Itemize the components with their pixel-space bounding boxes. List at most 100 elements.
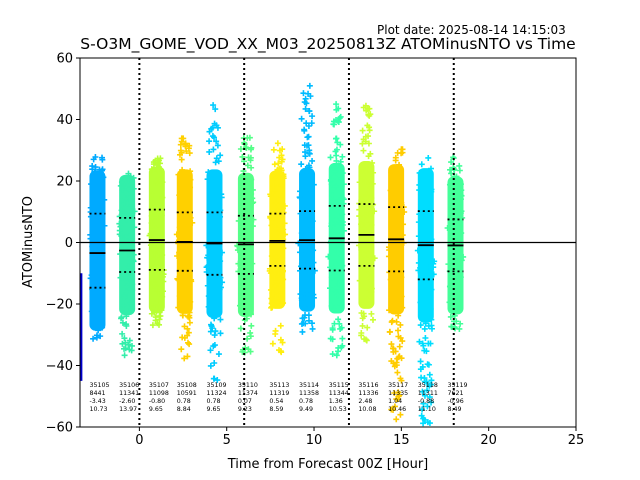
orbit-35105-point [98, 253, 105, 260]
stats-label-35118-line-2: -0.88 [418, 398, 434, 405]
orbit-35107-point [147, 230, 154, 237]
orbit-35116-point [359, 140, 366, 147]
stats-label-35115-line-2: 1.36 [329, 398, 343, 405]
orbit-35115-point [327, 264, 334, 271]
orbit-35110-point [247, 276, 254, 283]
orbit-35115-point [331, 306, 338, 313]
orbit-35118-point [420, 420, 427, 427]
stats-label-35108-line-2: 0.78 [177, 398, 191, 405]
orbit-35115-point [339, 194, 346, 201]
orbit-35117-point [386, 246, 393, 253]
orbit-35117-point [388, 341, 395, 348]
orbit-35113-point [272, 327, 279, 334]
orbit-35107-point [158, 212, 165, 219]
orbit-35115-point [336, 320, 343, 327]
orbit-35113-point [272, 199, 279, 206]
orbit-35119-point [453, 202, 460, 209]
orbit-35116-point [366, 236, 373, 243]
orbit-35109-point [210, 146, 217, 153]
y-tick-label: 60 [56, 52, 73, 67]
orbit-35109-point [204, 263, 211, 270]
orbit-35106-point [126, 264, 133, 271]
orbit-35109-point [208, 288, 215, 295]
orbit-35118-point [421, 375, 428, 382]
orbit-35106-point [127, 204, 134, 211]
orbit-35110-point [248, 164, 255, 171]
orbit-35106-point [126, 308, 133, 315]
stats-label-35114-line-2: 0.78 [299, 398, 313, 405]
orbit-35117-point [395, 395, 402, 402]
stats-label-35108-line-0: 35108 [177, 382, 197, 389]
orbit-35106-point [130, 185, 137, 192]
orbit-35109-point [209, 124, 216, 131]
orbit-35113-point [278, 165, 285, 172]
orbit-35108-point [187, 184, 194, 191]
orbit-35113-point [268, 253, 275, 260]
orbit-35115-point [340, 227, 347, 234]
orbit-35117-point [397, 321, 404, 328]
orbit-35107-point [153, 307, 160, 314]
orbit-35110-point [249, 223, 256, 230]
orbit-35109-point [207, 227, 214, 234]
orbit-35116-point [368, 310, 375, 317]
orbit-35115-point [329, 197, 336, 204]
orbit-35108-point [175, 277, 182, 284]
orbit-35119-point [460, 253, 467, 260]
orbit-35110-point [236, 302, 243, 309]
orbit-35106-point [128, 189, 135, 196]
orbit-35105-point [93, 220, 100, 227]
stats-label-35109-line-0: 35109 [206, 382, 226, 389]
orbit-35114-point [305, 142, 312, 149]
orbit-35109-point [215, 273, 222, 280]
orbit-35115-point [334, 292, 341, 299]
orbit-35114-point [304, 134, 311, 141]
orbit-35114-point [296, 194, 303, 201]
y-tick-label: −40 [46, 359, 73, 374]
orbit-35115-point [339, 153, 346, 160]
orbit-35116-point [360, 310, 367, 317]
orbit-35114-point [309, 157, 316, 164]
orbit-35107-point [155, 163, 162, 170]
orbit-35107-point [156, 256, 163, 263]
orbit-35107-point [159, 293, 166, 300]
orbit-35109-point [217, 316, 224, 323]
stats-label-35107-line-0: 35107 [149, 382, 169, 389]
orbit-35106-point [120, 302, 127, 309]
orbit-35115-point [335, 281, 342, 288]
orbit-35105-point [88, 181, 95, 188]
orbit-35117-point [395, 312, 402, 319]
orbit-35110-point [248, 190, 255, 197]
orbit-35117-point [396, 161, 403, 168]
orbit-35113-point [275, 269, 282, 276]
orbit-35119-point [458, 192, 465, 199]
orbit-35109-point [211, 360, 218, 367]
orbit-35108-point [186, 282, 193, 289]
orbit-35118-point [430, 264, 437, 271]
orbit-35109-point [210, 252, 217, 259]
orbit-35106-point [123, 274, 130, 281]
stats-label-35113-line-0: 35113 [269, 382, 289, 389]
orbit-35117-point [393, 416, 400, 423]
orbit-35118-point [419, 388, 426, 395]
orbit-35109-point [205, 255, 212, 262]
orbit-35106-point [121, 352, 128, 359]
x-tick-label: 15 [393, 433, 410, 448]
orbit-35108-point [177, 147, 184, 154]
orbit-35105-point [95, 327, 102, 334]
orbit-35105-point [89, 275, 96, 282]
orbit-35119-point [451, 312, 458, 319]
orbit-35108-point [181, 355, 188, 362]
orbit-35108-point [179, 312, 186, 319]
stats-label-35110-line-3: 9.23 [238, 406, 252, 413]
orbit-35116-point [371, 255, 378, 262]
orbit-35110-point [247, 348, 254, 355]
orbit-35105-point [97, 333, 104, 340]
orbit-35107-point [149, 277, 156, 284]
stats-label-35105-line-3: 10.73 [89, 406, 107, 413]
orbit-35114-point [308, 120, 315, 127]
orbit-35108-point [181, 176, 188, 183]
orbit-35109-point [206, 128, 213, 135]
orbit-35105-point [101, 222, 108, 229]
stats-label-35114-line-1: 11358 [299, 390, 319, 397]
orbit-35109-point [217, 207, 224, 214]
